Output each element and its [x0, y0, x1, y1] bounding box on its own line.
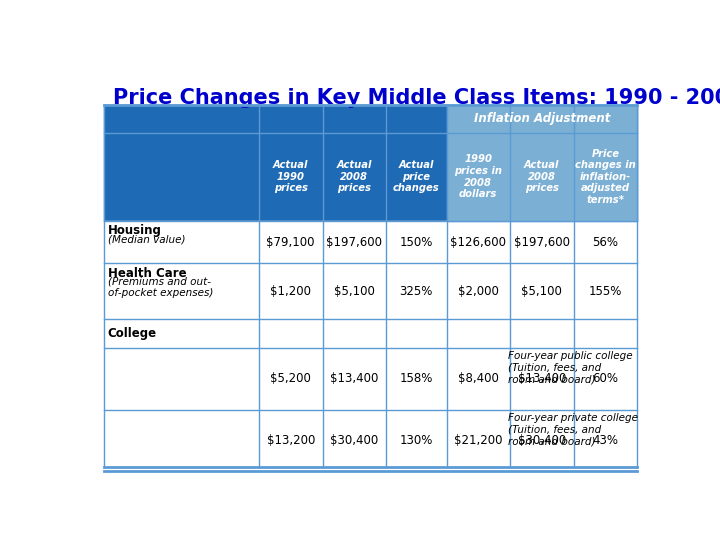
Text: (Median value): (Median value)	[108, 234, 185, 244]
Text: $5,200: $5,200	[270, 373, 311, 386]
Text: College: College	[108, 327, 157, 340]
Text: 150%: 150%	[400, 236, 433, 249]
Text: $5,100: $5,100	[334, 285, 374, 298]
Text: (Premiums and out-
of-pocket expenses): (Premiums and out- of-pocket expenses)	[108, 276, 213, 298]
Bar	[104, 410, 637, 471]
Bar	[104, 105, 637, 221]
Text: Actual
2008
prices: Actual 2008 prices	[336, 160, 372, 193]
Bar	[104, 348, 637, 410]
Text: 130%: 130%	[400, 434, 433, 447]
Text: $197,600: $197,600	[514, 236, 570, 249]
Text: 56%: 56%	[593, 236, 618, 249]
Text: $1,200: $1,200	[270, 285, 311, 298]
Text: $21,200: $21,200	[454, 434, 503, 447]
Text: $13,400: $13,400	[518, 373, 566, 386]
Text: $8,400: $8,400	[458, 373, 499, 386]
Bar	[104, 264, 637, 319]
Bar	[104, 319, 637, 348]
Text: Inflation Adjustment: Inflation Adjustment	[474, 112, 610, 125]
Text: $5,100: $5,100	[521, 285, 562, 298]
Text: Actual
2008
prices: Actual 2008 prices	[524, 160, 559, 193]
Text: 1990
prices in
2008
dollars: 1990 prices in 2008 dollars	[454, 154, 503, 199]
Text: Price
changes in
inflation-
adjusted
terms*: Price changes in inflation- adjusted ter…	[575, 148, 636, 205]
Text: 60%: 60%	[593, 373, 618, 386]
Text: $13,400: $13,400	[330, 373, 379, 386]
Bar	[104, 221, 637, 264]
Text: $2,000: $2,000	[458, 285, 499, 298]
Text: 155%: 155%	[589, 285, 622, 298]
Text: $30,400: $30,400	[518, 434, 566, 447]
Text: Actual
price
changes: Actual price changes	[393, 160, 440, 193]
Bar	[446, 105, 637, 221]
Text: 325%: 325%	[400, 285, 433, 298]
Text: 158%: 158%	[400, 373, 433, 386]
Text: Four-year public college
(Tuition, fees, and
room and board): Four-year public college (Tuition, fees,…	[508, 351, 632, 384]
Text: $126,600: $126,600	[450, 236, 506, 249]
Text: Price Changes in Key Middle Class Items: 1990 - 2008: Price Changes in Key Middle Class Items:…	[113, 88, 720, 108]
Text: Actual
1990
prices: Actual 1990 prices	[273, 160, 308, 193]
Text: Health Care: Health Care	[108, 267, 186, 280]
Text: Four-year private college
(Tuition, fees, and
room and board): Four-year private college (Tuition, fees…	[508, 413, 638, 446]
Text: $30,400: $30,400	[330, 434, 379, 447]
Text: 43%: 43%	[593, 434, 618, 447]
Text: $79,100: $79,100	[266, 236, 315, 249]
Text: $197,600: $197,600	[326, 236, 382, 249]
Text: Housing: Housing	[108, 224, 162, 237]
Text: $13,200: $13,200	[266, 434, 315, 447]
